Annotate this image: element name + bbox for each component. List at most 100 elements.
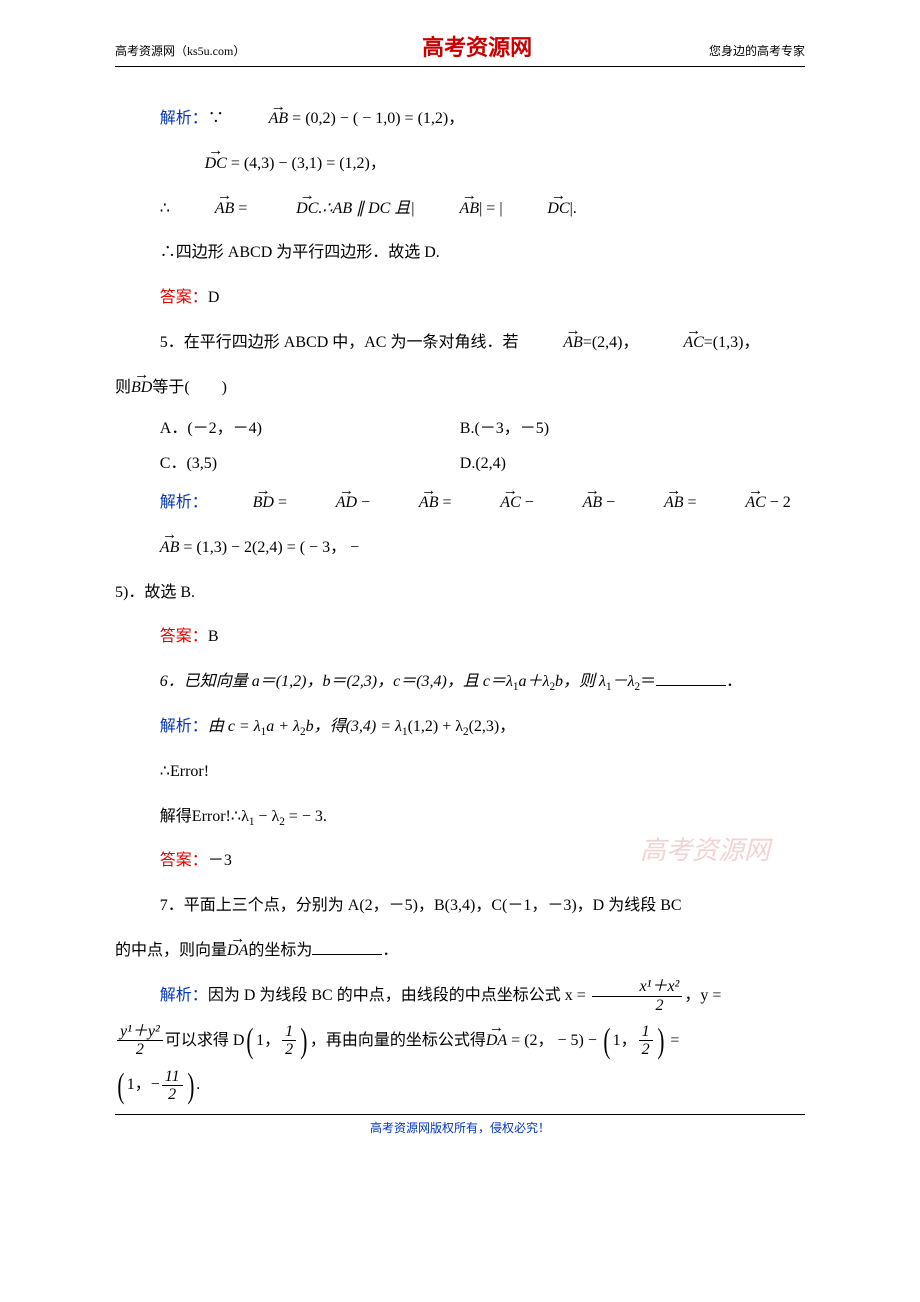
answer-value: －3 xyxy=(208,852,232,869)
page-footer: 高考资源网版权所有，侵权必究！ xyxy=(115,1114,805,1136)
numer: 1 xyxy=(282,1023,296,1042)
numer: 11 xyxy=(162,1068,183,1087)
jiexi-label: 解析： xyxy=(160,110,208,127)
vec-DC: DC xyxy=(503,187,570,232)
jiexi-label: 解析： xyxy=(160,494,208,511)
vec-BD: BD xyxy=(131,366,152,411)
blank xyxy=(312,939,382,955)
vec-AB: AB xyxy=(115,526,179,571)
text: − 2 xyxy=(766,494,791,511)
option-A: A．(－2，－4) xyxy=(160,411,460,446)
text: ， xyxy=(264,1032,280,1049)
vec-DC: DC xyxy=(251,187,318,232)
rparen: ) xyxy=(657,1023,664,1058)
q7-jiexi-2: y¹＋y²2可以求得 D(1，12)，再由向量的坐标公式得DA = (2， − … xyxy=(115,1019,805,1064)
q5-stem-1: 5．在平行四边形 ABCD 中，AC 为一条对角线．若AB=(2,4)，AC=(… xyxy=(115,321,805,366)
text: 等于( ) xyxy=(152,379,227,396)
text: = (4,3) − (3,1) = (1,2)， xyxy=(227,155,386,172)
fraction: y¹＋y²2 xyxy=(117,1023,163,1059)
q7-jiexi-1: 解析：因为 D 为线段 BC 的中点，由线段的中点坐标公式 x = x¹＋x²2… xyxy=(115,974,805,1019)
rparen: ) xyxy=(300,1023,307,1058)
text: 的坐标为 xyxy=(248,942,312,959)
text: =(1,3)， xyxy=(704,334,760,351)
fraction: 112 xyxy=(162,1068,183,1104)
q5-answer: 答案：B xyxy=(115,615,805,660)
vec-AC: AC xyxy=(639,321,704,366)
text: 可以求得 D xyxy=(165,1032,245,1049)
option-B: B.(－3，－5) xyxy=(460,411,805,446)
q4-jiexi-3: ∴AB = DC.∴AB ∥ DC 且|AB| = |DC|. xyxy=(115,187,805,232)
text: b，得(3,4) = λ xyxy=(306,718,402,735)
text: − xyxy=(602,494,619,511)
text: = (2， − 5) − xyxy=(507,1032,601,1049)
rparen: ) xyxy=(187,1068,194,1103)
denom: 2 xyxy=(282,1041,296,1059)
answer-label: 答案： xyxy=(160,852,208,869)
denom: 2 xyxy=(639,1041,653,1059)
text: 解得Error!∴λ xyxy=(160,808,249,825)
q6-jiexi-1: 解析：由 c = λ1a + λ2b，得(3,4) = λ1(1,2) + λ2… xyxy=(115,705,805,750)
text: 因为 D 为线段 BC 的中点，由线段的中点坐标公式 x = xyxy=(208,987,590,1004)
text: 1 xyxy=(127,1076,135,1093)
answer-label: 答案： xyxy=(160,628,208,645)
vec-AD: AD xyxy=(291,481,357,526)
text: .∴AB ∥ DC 且| xyxy=(318,200,414,217)
vec-AB: AB xyxy=(374,481,438,526)
q7-stem-1: 7．平面上三个点，分别为 A(2，－5)，B(3,4)，C(－1，－3)，D 为… xyxy=(115,884,805,929)
text: = xyxy=(234,200,251,217)
text: ，再由向量的坐标公式得 xyxy=(310,1032,486,1049)
text: 则 xyxy=(115,379,131,396)
text: = xyxy=(666,1032,679,1049)
text: = xyxy=(438,494,455,511)
answer-value: B xyxy=(208,628,219,645)
text: . xyxy=(196,1076,200,1093)
text: 1 xyxy=(613,1032,621,1049)
text: ． xyxy=(726,673,742,690)
text: − λ xyxy=(254,808,279,825)
text: ∴ xyxy=(160,200,170,217)
vec-DA: DA xyxy=(227,929,248,974)
text: 6．已知向量 a＝(1,2)，b＝(2,3)，c＝(3,4)，且 c＝λ xyxy=(160,673,513,690)
lparen: ( xyxy=(603,1023,610,1058)
blank xyxy=(656,670,726,686)
numer: x¹＋x² xyxy=(592,978,683,997)
text: − xyxy=(357,494,374,511)
text: = xyxy=(684,494,701,511)
text: 的中点，则向量 xyxy=(115,942,227,959)
text: = (1,3) − 2(2,4) = ( − 3， − xyxy=(179,539,359,556)
q7-jiexi-3: (1，−112). xyxy=(115,1063,805,1108)
vec-AB: AB xyxy=(415,187,479,232)
vec-AB: AB xyxy=(619,481,683,526)
fraction: 12 xyxy=(639,1023,653,1059)
denom: 2 xyxy=(117,1041,163,1059)
text: − xyxy=(521,494,538,511)
text: a + λ xyxy=(266,718,300,735)
header-left: 高考资源网（ks5u.com） xyxy=(115,42,245,59)
denom: 2 xyxy=(162,1086,183,1104)
q4-jiexi-4: ∴四边形 ABCD 为平行四边形．故选 D. xyxy=(115,231,805,276)
vec-BD: BD xyxy=(208,481,274,526)
denom: 2 xyxy=(592,997,683,1015)
text: (1,2) + λ xyxy=(408,718,463,735)
q5-jiexi: 解析：BD = AD − AB = AC − AB − AB = AC − 2A… xyxy=(115,481,805,571)
page: 高考资源网（ks5u.com） 高考资源网 您身边的高考专家 解析：∵AB = … xyxy=(0,0,920,1156)
text: | = | xyxy=(479,200,502,217)
text: =(2,4)， xyxy=(583,334,639,351)
text: b，则 λ xyxy=(555,673,606,690)
text: ， xyxy=(621,1032,637,1049)
jiexi-label: 解析： xyxy=(160,718,208,735)
vec-AC: AC xyxy=(701,481,766,526)
text: 1 xyxy=(256,1032,264,1049)
header-center: 高考资源网 xyxy=(422,30,532,62)
text: (2,3)， xyxy=(469,718,516,735)
lparen: ( xyxy=(247,1023,254,1058)
fraction: 12 xyxy=(282,1023,296,1059)
text: = xyxy=(274,494,291,511)
text: ，y = xyxy=(684,987,721,1004)
q6-jiexi-2: ∴Error! xyxy=(115,750,805,795)
q5-options-row1: A．(－2，－4) B.(－3，－5) xyxy=(115,411,805,446)
vec-AB: AB xyxy=(170,187,234,232)
numer: 1 xyxy=(639,1023,653,1042)
jiexi-label: 解析： xyxy=(160,987,208,1004)
q6-jiexi-3: 解得Error!∴λ1 − λ2 = − 3. xyxy=(115,795,805,840)
